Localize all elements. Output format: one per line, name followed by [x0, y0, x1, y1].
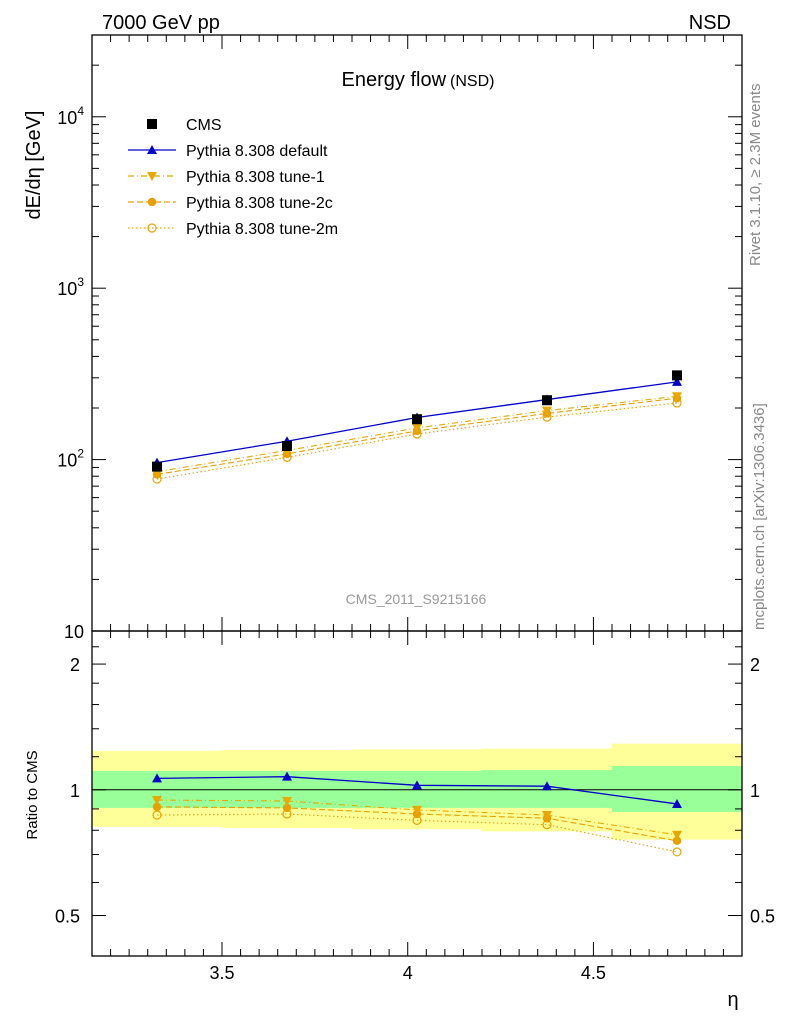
ratio-series-1-point — [282, 797, 292, 807]
ratio-ytick-label-right: 1 — [750, 781, 760, 801]
legend-marker — [147, 223, 157, 233]
main-ytick-label: 104 — [57, 104, 84, 128]
ratio-series-2-point — [282, 803, 292, 813]
ratio-series-1-point — [152, 796, 162, 806]
ratio-series-0-point — [672, 798, 682, 808]
main-ytick-label: 102 — [57, 447, 84, 471]
side-rivet-label: Rivet 3.1.10, ≥ 2.3M events — [747, 84, 764, 267]
ratio-ytick-label: 0.5 — [55, 907, 80, 927]
ratio-ytick-label: 1 — [70, 781, 80, 801]
legend-label: Pythia 8.308 default — [186, 143, 328, 160]
main-series-0-point — [672, 370, 682, 381]
ratio-series-0-point — [412, 780, 422, 790]
ratio-series-0-point — [282, 771, 292, 781]
xtick-label: 4 — [403, 963, 413, 983]
main-series-2-point — [542, 406, 552, 416]
ratio-series-2-point — [672, 836, 682, 846]
main-series-0-point — [282, 441, 292, 452]
legend-label: Pythia 8.308 tune-1 — [186, 169, 325, 186]
legend-label: Pythia 8.308 tune-2m — [186, 221, 338, 238]
main-series-3-line — [156, 397, 678, 475]
main-series-2-point — [412, 423, 422, 433]
analysis-annotation: CMS_2011_S9215166 — [346, 591, 487, 607]
main-series-2-point — [672, 392, 682, 402]
side-mcplots-label: mcplots.cern.ch [arXiv:1306.3436] — [751, 403, 768, 630]
main-series-0-point — [542, 395, 552, 406]
main-ytick-label-exp: 2 — [77, 447, 84, 461]
legend-marker — [147, 172, 157, 181]
ratio-series-0-point — [542, 781, 552, 791]
main-ytick-label-base: 10 — [57, 108, 77, 128]
main-ytick-label: 10 — [64, 622, 84, 642]
legend-label: Pythia 8.308 tune-2c — [186, 195, 333, 212]
main-ytick-label: 103 — [57, 275, 84, 299]
chart-title-main: Energy flow — [342, 69, 447, 91]
ratio-panel: 3.5 4 4.5 0.5 0.5 1 1 2 2 — [55, 630, 775, 983]
legend-marker — [147, 119, 157, 129]
ratio-ytick-label: 2 — [70, 655, 80, 675]
ratio-series-3-line — [156, 813, 678, 853]
ratio-ytick-label-right: 2 — [750, 655, 760, 675]
chart-title: Energy flow (NSD) — [342, 69, 495, 91]
ratio-series-0-point — [152, 773, 162, 783]
ratio-series-1-point — [542, 811, 552, 821]
ratio-series-1-point — [672, 830, 682, 840]
ratio-series-3-point — [672, 847, 682, 857]
main-series-1-point — [672, 376, 682, 386]
ratio-ylabel: Ratio to CMS — [24, 750, 41, 839]
main-ylabel: dE/dη [GeV] — [23, 111, 45, 220]
ratio-series-2-point — [152, 802, 162, 812]
main-ytick-label-base: 10 — [64, 622, 84, 642]
ratio-series-1-point — [412, 805, 422, 815]
ratio-ytick-label-right: 0.5 — [750, 907, 775, 927]
legend-marker — [147, 197, 157, 207]
main-ytick-label-base: 10 — [57, 451, 77, 471]
xlabel: η — [727, 989, 738, 1011]
main-ytick-label-exp: 4 — [77, 104, 84, 118]
main-series-0-point — [412, 414, 422, 425]
main-ytick-label-exp: 3 — [77, 275, 84, 289]
xtick-label: 3.5 — [209, 963, 234, 983]
xtick-label: 4.5 — [581, 963, 606, 983]
chart-title-suffix: (NSD) — [450, 73, 494, 90]
ratio-series-2-line — [156, 806, 678, 842]
legend-marker — [147, 145, 157, 154]
main-series-0-point — [152, 461, 162, 472]
legend: CMS Pythia 8.308 default Pythia 8.308 tune… — [128, 117, 338, 238]
header-right: NSD — [689, 12, 731, 34]
main-ytick-label-base: 10 — [57, 279, 77, 299]
ratio-frame — [91, 630, 743, 957]
header-left: 7000 GeV pp — [102, 12, 220, 34]
legend-label: CMS — [186, 117, 222, 134]
